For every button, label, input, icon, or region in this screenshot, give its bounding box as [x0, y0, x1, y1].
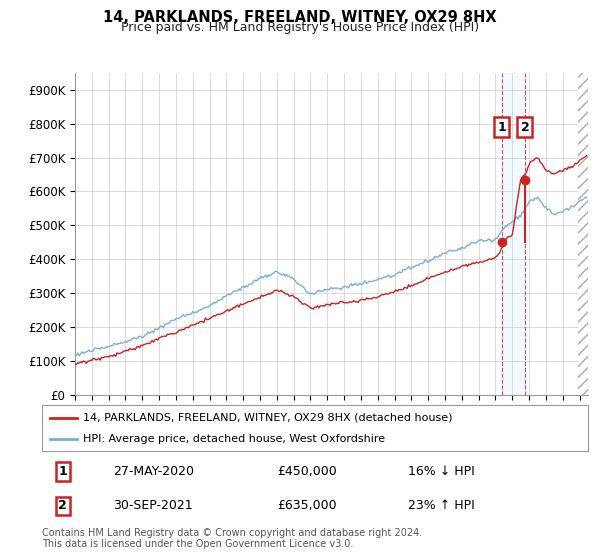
Text: Price paid vs. HM Land Registry's House Price Index (HPI): Price paid vs. HM Land Registry's House …	[121, 21, 479, 34]
Text: 2: 2	[521, 120, 529, 133]
Text: 30-SEP-2021: 30-SEP-2021	[113, 500, 193, 512]
Text: HPI: Average price, detached house, West Oxfordshire: HPI: Average price, detached house, West…	[83, 435, 385, 444]
Text: 14, PARKLANDS, FREELAND, WITNEY, OX29 8HX: 14, PARKLANDS, FREELAND, WITNEY, OX29 8H…	[103, 10, 497, 25]
Text: 14, PARKLANDS, FREELAND, WITNEY, OX29 8HX (detached house): 14, PARKLANDS, FREELAND, WITNEY, OX29 8H…	[83, 413, 452, 423]
Bar	[578, 73, 588, 395]
Text: 2: 2	[58, 500, 67, 512]
Text: £450,000: £450,000	[277, 465, 337, 478]
Text: 27-MAY-2020: 27-MAY-2020	[113, 465, 194, 478]
Text: 23% ↑ HPI: 23% ↑ HPI	[408, 500, 475, 512]
Text: 16% ↓ HPI: 16% ↓ HPI	[408, 465, 475, 478]
Text: Contains HM Land Registry data © Crown copyright and database right 2024.
This d: Contains HM Land Registry data © Crown c…	[42, 528, 422, 549]
Bar	[502, 73, 525, 395]
Text: £635,000: £635,000	[277, 500, 337, 512]
Text: 1: 1	[497, 120, 506, 133]
Text: 1: 1	[58, 465, 67, 478]
